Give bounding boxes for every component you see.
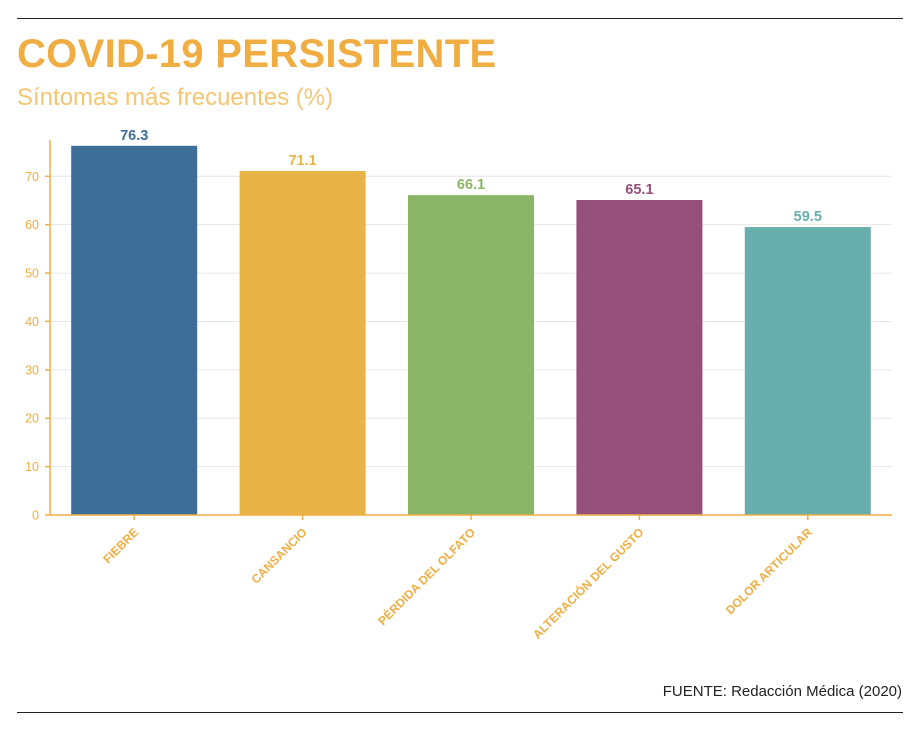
bar [408,195,534,515]
y-tick-label: 30 [25,363,39,377]
y-tick-label: 50 [25,267,39,281]
category-label: CANSANCIO [248,525,309,586]
y-tick-label: 70 [25,170,39,184]
category-label: PÉRDIDA DEL OLFATO [374,525,478,629]
y-tick-label: 40 [25,315,39,329]
chart-title: COVID-19 PERSISTENTE [17,32,497,76]
top-rule [17,18,903,19]
data-label: 71.1 [288,153,316,169]
y-tick-label: 60 [25,218,39,232]
category-label: DOLOR ARTICULAR [723,525,815,617]
y-tick-label: 0 [32,509,39,523]
data-label: 59.5 [794,209,822,225]
bar [576,200,703,515]
bar [239,170,366,515]
chart-subtitle: Síntomas más frecuentes (%) [17,84,334,111]
bottom-rule [17,712,903,713]
source-note: FUENTE: Redacción Médica (2020) [662,683,902,700]
category-label: ALTERACIÓN DEL GUSTO [529,525,646,642]
category-label: FIEBRE [100,525,141,566]
bar [71,145,198,515]
bar [744,227,871,515]
y-tick-label: 20 [25,412,39,426]
y-tick-label: 10 [25,460,39,474]
data-label: 66.1 [457,177,485,193]
data-label: 76.3 [120,128,148,144]
data-label: 65.1 [625,182,653,198]
